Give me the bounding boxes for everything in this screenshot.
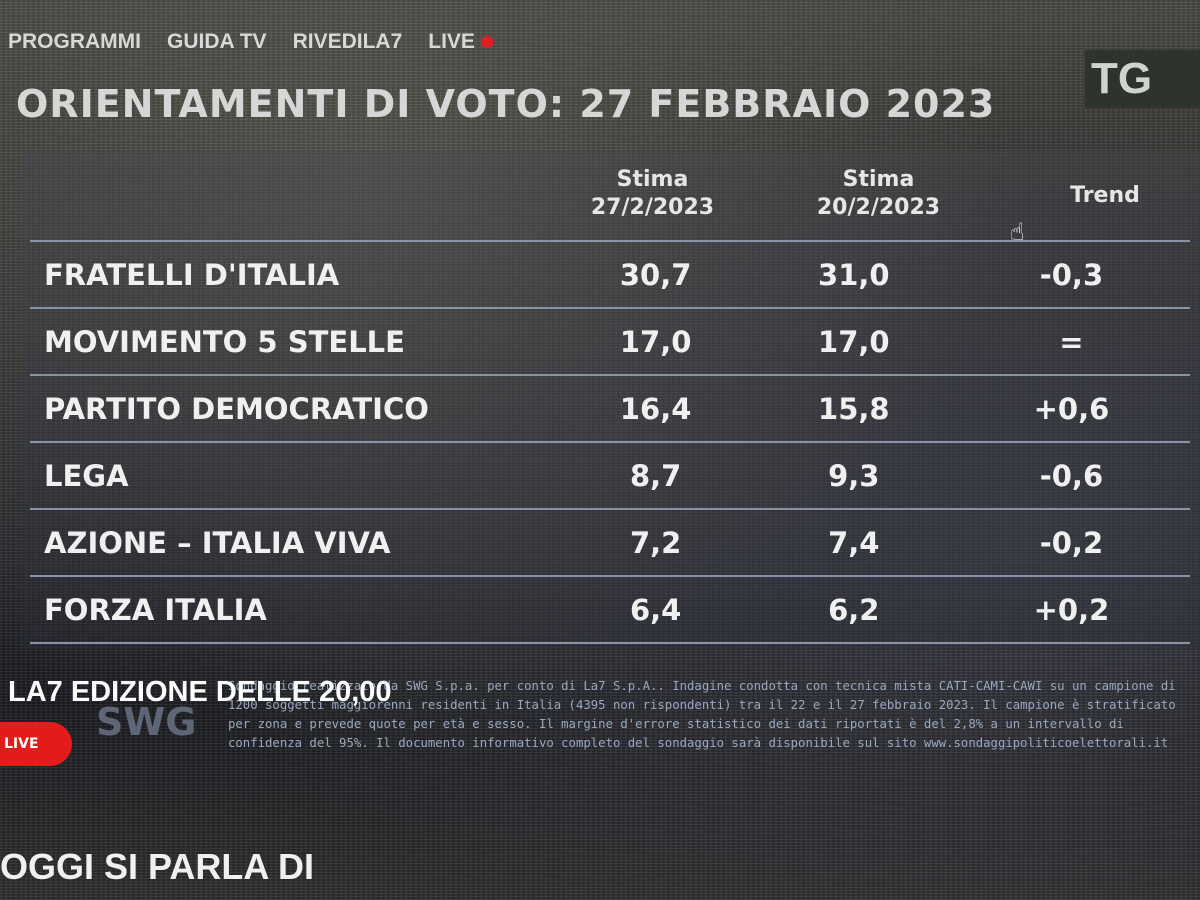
- nav-rivedila7[interactable]: RIVEDILA7: [292, 30, 403, 53]
- table-row: MOVIMENTO 5 STELLE 17,0 17,0 =: [30, 307, 1190, 375]
- nav-programmi[interactable]: PROGRAMMI: [8, 30, 141, 53]
- header-label: Stima: [842, 167, 915, 192]
- party-name: AZIONE – ITALIA VIVA: [30, 508, 557, 576]
- header-trend: Trend: [1070, 183, 1140, 208]
- estimate-current: 17,0: [556, 307, 755, 375]
- trend-value: -0,6: [952, 441, 1190, 509]
- poll-table: FRATELLI D'ITALIA 30,7 31,0 -0,3 MOVIMENTO 5…: [30, 240, 1190, 644]
- hand-cursor-icon: ☝: [1010, 218, 1025, 246]
- estimate-current: 6,4: [556, 575, 755, 644]
- header-date: 20/2/2023: [816, 195, 941, 220]
- party-name: FRATELLI D'ITALIA: [30, 240, 557, 308]
- table-row: AZIONE – ITALIA VIVA 7,2 7,4 -0,2: [30, 508, 1190, 576]
- header-date: 27/2/2023: [590, 195, 715, 220]
- header-stima-previous: Stima 20/2/2023: [796, 166, 961, 222]
- trend-value: -0,3: [952, 240, 1190, 308]
- swg-logo: SWG: [96, 700, 197, 744]
- estimate-previous: 15,8: [754, 374, 953, 442]
- party-name: LEGA: [30, 441, 557, 509]
- estimate-current: 8,7: [556, 441, 755, 509]
- estimate-previous: 31,0: [754, 240, 953, 308]
- trend-value: +0,6: [952, 374, 1190, 442]
- party-name: MOVIMENTO 5 STELLE: [30, 307, 557, 375]
- trend-value: =: [952, 307, 1190, 375]
- table-row: PARTITO DEMOCRATICO 16,4 15,8 +0,6: [30, 374, 1190, 442]
- top-nav: PROGRAMMI GUIDA TV RIVEDILA7 LIVE: [8, 30, 493, 54]
- trend-value: -0,2: [952, 508, 1190, 576]
- header-label: Stima: [616, 167, 689, 192]
- estimate-current: 16,4: [556, 374, 755, 442]
- estimate-previous: 6,2: [754, 575, 953, 644]
- nav-guida-tv[interactable]: GUIDA TV: [167, 30, 267, 53]
- table-row: FORZA ITALIA 6,4 6,2 +0,2: [30, 575, 1190, 644]
- tg-logo[interactable]: TG: [1085, 50, 1200, 108]
- edition-title[interactable]: LA7 EDIZIONE DELLE 20,00: [8, 676, 392, 708]
- estimate-current: 7,2: [556, 508, 755, 576]
- page-title: ORIENTAMENTI DI VOTO: 27 FEBBRAIO 2023: [16, 82, 996, 126]
- estimate-previous: 9,3: [754, 441, 953, 509]
- estimate-current: 30,7: [556, 240, 755, 308]
- live-button[interactable]: LIVE: [0, 722, 72, 766]
- table-row: LEGA 8,7 9,3 -0,6: [30, 441, 1190, 509]
- section-heading: OGGI SI PARLA DI: [0, 846, 315, 887]
- header-stima-current: Stima 27/2/2023: [570, 166, 735, 222]
- nav-live-label: LIVE: [428, 30, 475, 53]
- methodology-note: Sondaggio realizzato da SWG S.p.a. per c…: [228, 679, 1176, 750]
- trend-value: +0,2: [952, 575, 1190, 644]
- estimate-previous: 17,0: [754, 307, 953, 375]
- estimate-previous: 7,4: [754, 508, 953, 576]
- table-row: FRATELLI D'ITALIA 30,7 31,0 -0,3: [30, 240, 1190, 308]
- party-name: PARTITO DEMOCRATICO: [30, 374, 557, 442]
- live-dot-icon: [480, 36, 493, 48]
- nav-live[interactable]: LIVE: [428, 30, 493, 54]
- party-name: FORZA ITALIA: [30, 575, 557, 644]
